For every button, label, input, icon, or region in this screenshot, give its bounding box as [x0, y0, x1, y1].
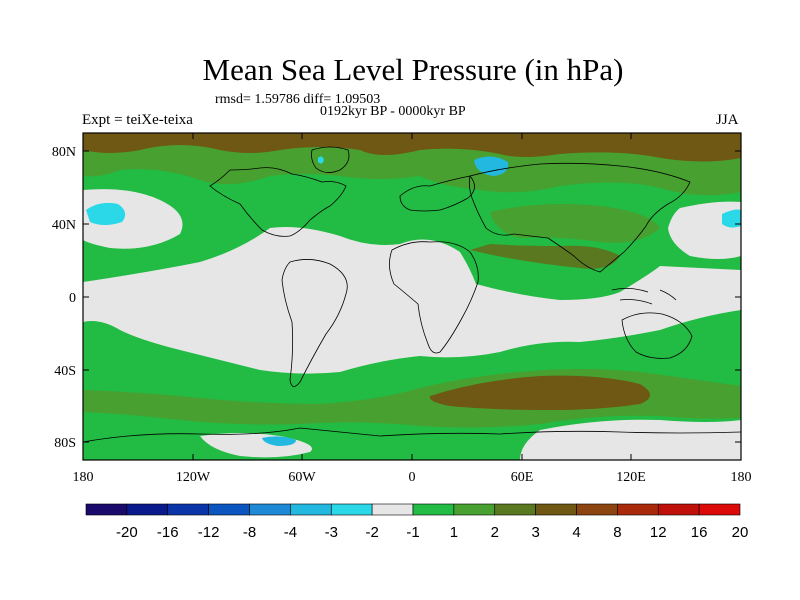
coast-antarctica — [83, 427, 741, 443]
greenland-low — [318, 156, 324, 164]
x-tick-180e: 180 — [731, 470, 752, 485]
colorbar-label: -16 — [157, 524, 179, 541]
x-tick-60w: 60W — [288, 470, 316, 485]
y-tick-80s: 80S — [54, 436, 76, 451]
y-tick-0: 0 — [69, 291, 76, 306]
colorbar-label: 8 — [613, 524, 621, 541]
colorbar-label: 16 — [691, 524, 708, 541]
west-pacific-low — [722, 209, 741, 228]
colorbar-swatch — [412, 503, 455, 516]
colorbar-label: 20 — [732, 524, 749, 541]
y-tick-40n: 40N — [52, 218, 76, 233]
colorbar-label: -2 — [365, 524, 378, 541]
coast-europe — [399, 175, 475, 212]
indian-ocean-olive — [470, 244, 620, 269]
chart-title: Mean Sea Level Pressure (in hPa) — [202, 52, 624, 87]
colorbar-swatch — [453, 503, 496, 516]
north-pacific-low — [86, 202, 126, 225]
colorbar-swatch — [657, 503, 700, 516]
coast-australia — [621, 312, 693, 359]
tropical-neutral-region — [83, 227, 741, 374]
arctic-brown-band — [83, 133, 741, 162]
colorbar-label: -20 — [116, 524, 138, 541]
colorbar-label: 12 — [650, 524, 667, 541]
colorbar-swatch — [576, 503, 618, 516]
colorbar-label: 4 — [572, 524, 580, 541]
colorbar-swatch — [698, 503, 741, 516]
colorbar-swatch — [535, 503, 577, 516]
colorbar-swatch — [330, 503, 373, 516]
coast-asia — [468, 162, 691, 273]
pressure-field — [83, 133, 741, 460]
colorbar-swatch — [494, 503, 536, 516]
colorbar: -20 -16 -12 -8 -4 -3 -2 -1 1 2 3 4 8 12 16 20 — [85, 503, 749, 541]
stats-label: rmsd= 1.59786 diff= 1.09503 — [215, 92, 381, 107]
x-tick-180w: 180 — [73, 470, 94, 485]
asia-olive-patch — [490, 204, 660, 243]
south-brown-core — [429, 375, 650, 410]
colorbar-swatch — [371, 503, 414, 516]
x-tick-0: 0 — [409, 470, 416, 485]
coast-africa — [389, 241, 479, 354]
colorbar-swatch — [617, 503, 659, 516]
colorbar-swatch — [167, 503, 209, 516]
x-tick-120w: 120W — [176, 470, 211, 485]
x-tick-120e: 120E — [616, 470, 646, 485]
colorbar-swatch — [126, 503, 169, 516]
colorbar-label: 2 — [491, 524, 499, 541]
coast-indonesia — [611, 288, 677, 305]
y-axis-labels: 80N 40N 0 40S 80S — [52, 145, 76, 451]
colorbar-label: -3 — [325, 524, 338, 541]
y-tick-80n: 80N — [52, 145, 76, 160]
barents-low — [474, 156, 509, 176]
coast-greenland — [311, 146, 350, 173]
tick-marks — [83, 133, 741, 460]
experiment-label: Expt = teiXe-teixa — [82, 112, 193, 128]
colorbar-swatch — [208, 503, 250, 516]
period-label: 0192kyr BP - 0000kyr BP — [320, 104, 466, 119]
coastlines — [83, 146, 741, 443]
colorbar-label: -12 — [198, 524, 220, 541]
season-label: JJA — [716, 112, 739, 128]
colorbar-label: -1 — [406, 524, 419, 541]
y-tick-40s: 40S — [54, 364, 76, 379]
colorbar-label: 3 — [531, 524, 539, 541]
colorbar-label: -4 — [284, 524, 297, 541]
x-tick-60e: 60E — [511, 470, 534, 485]
colorbar-swatch — [249, 503, 291, 516]
colorbar-swatch — [290, 503, 332, 516]
x-axis-labels: 180 120W 60W 0 60E 120E 180 — [73, 470, 752, 485]
antarctic-low — [262, 436, 296, 446]
coast-north-america — [209, 167, 347, 237]
colorbar-swatch — [85, 503, 128, 516]
coast-south-america — [281, 259, 348, 387]
colorbar-label: 1 — [450, 524, 458, 541]
colorbar-label: -8 — [243, 524, 256, 541]
southern-ocean-neutral — [520, 419, 741, 460]
